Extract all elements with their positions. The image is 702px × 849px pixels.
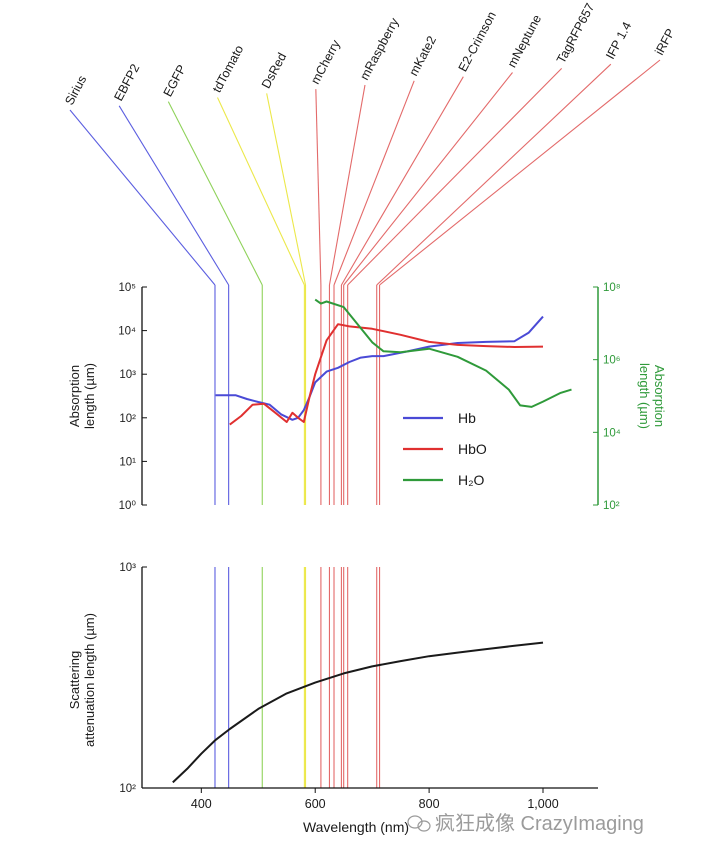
legend-item: Hb [403,410,476,426]
wechat-icon [407,815,431,832]
y-axis-label-line: Absorption [67,365,82,427]
y2-tick-label: 10⁸ [603,282,621,294]
protein-label: Sirius [62,73,89,107]
y-tick-label: 10² [119,413,136,425]
y2-tick-label: 10⁴ [603,427,621,439]
protein-fan-line [328,84,366,286]
y-tick: 10² [119,413,147,425]
y-tick: 10³ [119,562,147,574]
y2-tick-label: 10² [603,500,620,512]
series-line [215,315,544,421]
protein-label: mCherry [308,37,343,87]
protein-marker: E2-Crimson [340,9,499,788]
protein-fan-line [379,59,661,286]
legend-label: Hb [458,410,476,426]
series-line [172,641,544,784]
y-tick: 10³ [119,369,147,381]
y-tick-label: 10⁵ [118,282,136,294]
protein-fan-line [217,97,305,286]
protein-label: E2-Crimson [456,9,499,74]
protein-label: mRaspberry [357,15,402,82]
x-tick-label: 1,000 [527,797,558,811]
x-tick-label: 600 [305,797,326,811]
protein-fan-line [266,93,307,286]
protein-marker: IFP 1.4 [376,20,634,788]
protein-fan-line [315,89,322,286]
x-tick: 1,000 [527,788,559,811]
x-tick-label: 400 [191,797,212,811]
x-tick: 400 [191,788,212,811]
protein-fan-line [343,72,513,286]
legend-label: HbO [458,441,487,457]
legend-label: H₂O [458,472,485,488]
y-tick-label: 10³ [119,369,136,381]
x-tick: 800 [419,788,440,811]
protein-label: tdTomato [210,43,247,95]
series-line [229,323,544,426]
scattering-panel: 10² 10³ 400 600 800 1,000 Wavelength (nm) Scatt… [67,562,598,835]
x-tick-label: 800 [419,797,440,811]
y-axis-label: Absorption length (µm) [67,363,97,429]
protein-marker: mRaspberry [328,15,402,788]
protein-fan-line [69,109,216,286]
y-tick-label: 10⁰ [119,500,137,512]
y-tick-label: 10¹ [119,456,136,468]
y2-tick-label: 10⁶ [603,355,621,367]
protein-marker: TagRFP657 [347,1,597,788]
x-tick: 600 [305,788,326,811]
protein-fan-line [118,105,230,286]
protein-label: IFP 1.4 [603,20,634,62]
y2-axis-label-line: Absorption [652,365,667,427]
protein-fan-line [347,67,563,286]
y2-axis-label-line: length (µm) [637,363,652,429]
protein-marker: mNeptune [343,12,544,788]
y2-tick: 10⁸ [593,282,621,294]
y-axis-label-line: length (µm) [82,363,97,429]
y-tick: 10⁰ [119,500,147,512]
watermark: 疯狂成像 CrazyImaging [407,812,644,835]
y2-tick: 10⁴ [593,427,621,439]
y-tick-label: 10⁴ [118,326,136,338]
protein-fan-line [340,76,464,286]
y-axis-label-line: Scattering [67,651,82,710]
protein-label: mNeptune [505,12,544,70]
y2-tick: 10² [593,500,620,512]
y-tick: 10⁴ [118,326,147,338]
protein-fan: Sirius EBFP2 EGFP tdTomato DsRed mCherry mRasp… [62,1,678,788]
protein-label: DsRed [259,50,289,90]
watermark-text: 疯狂成像 CrazyImaging [435,812,644,835]
y-tick: 10¹ [119,456,147,468]
legend: Hb HbO H₂O [403,410,487,488]
protein-marker: EGFP [161,62,263,788]
y2-tick: 10⁶ [593,355,621,367]
protein-marker: EBFP2 [111,62,230,788]
legend-item: H₂O [403,472,485,488]
protein-fan-line [167,101,263,286]
y-tick-label: 10² [119,783,136,795]
protein-fan-line [376,63,612,286]
protein-label: EBFP2 [111,62,142,104]
y-tick: 10² [119,783,147,795]
y-tick: 10⁵ [118,282,147,294]
y-axis-label-line: attenuation length (µm) [82,613,97,747]
protein-label: mKate2 [406,34,439,79]
protein-marker: mKate2 [333,34,439,788]
y-axis-label: Scattering attenuation length (µm) [67,613,97,747]
legend-item: HbO [403,441,487,457]
protein-fan-line [333,80,415,286]
absorption-panel: 10⁰ 10¹ 10² 10³ 10⁴ 10⁵ 10² 10⁴ 10⁶ 10⁸ Absorption… [67,282,667,512]
x-axis-label: Wavelength (nm) [303,819,409,835]
protein-label: EGFP [161,62,189,99]
protein-label: TagRFP657 [554,1,597,66]
protein-label: iRFP [652,26,677,57]
series-line [314,298,572,408]
y-tick-label: 10³ [119,562,136,574]
